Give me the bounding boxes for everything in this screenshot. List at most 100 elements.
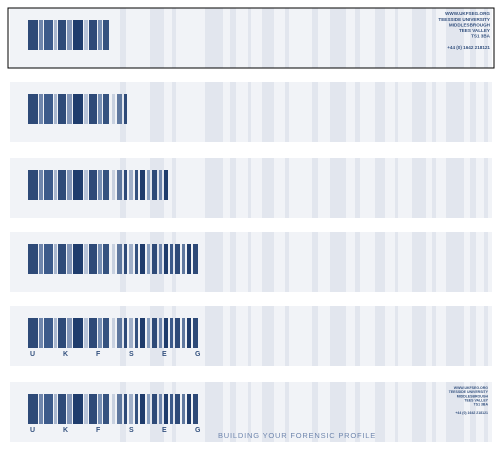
- logo-bar: [140, 318, 145, 348]
- logo-bar: [98, 318, 102, 348]
- background-stripe: [172, 8, 176, 68]
- logo-bar: [164, 318, 168, 348]
- logo-bar: [159, 244, 162, 274]
- logo-bar: [103, 318, 109, 348]
- contact-line: TS1 3BA: [471, 34, 491, 39]
- contact-line: WWW.UKFSEG.ORG: [454, 386, 488, 390]
- background-stripe: [120, 158, 126, 218]
- logo-panel: [10, 82, 492, 142]
- logo-bar: [54, 94, 57, 124]
- logo-bar: [58, 318, 66, 348]
- logo-bar: [152, 170, 157, 200]
- logo-bar: [187, 244, 191, 274]
- contact-line: +44 (0) 1642 218121: [455, 411, 488, 415]
- logo-bar: [89, 394, 97, 424]
- background-stripe: [262, 8, 274, 68]
- background-stripe: [432, 82, 436, 142]
- logo-bar: [28, 170, 38, 200]
- background-stripe: [205, 158, 223, 218]
- logo-bar: [73, 94, 83, 124]
- contact-line: MIDDLESBROUGH: [449, 22, 491, 27]
- background-stripe: [262, 82, 274, 142]
- background-stripe: [470, 82, 476, 142]
- logo-bar: [98, 244, 102, 274]
- logo-letter: G: [195, 427, 201, 434]
- background-stripe: [205, 306, 223, 366]
- logo-bar: [84, 394, 88, 424]
- background-stripe: [150, 8, 164, 68]
- background-stripe: [470, 8, 476, 68]
- logo-letter: S: [129, 351, 134, 358]
- contact-line: TS1 3BA: [474, 403, 489, 407]
- background-stripe: [446, 8, 464, 68]
- background-stripe: [205, 382, 223, 442]
- logo-bar: [103, 244, 109, 274]
- background-stripe: [248, 232, 251, 292]
- background-stripe: [120, 382, 126, 442]
- background-stripe: [412, 82, 426, 142]
- logo-bar: [44, 244, 53, 274]
- logo-bar: [73, 170, 83, 200]
- background-stripe: [446, 158, 464, 218]
- tagline: BUILDING YOUR FORENSIC PROFILE: [218, 431, 376, 440]
- background-stripe: [375, 82, 385, 142]
- background-stripe: [120, 306, 126, 366]
- background-stripe: [205, 8, 223, 68]
- logo-bar: [39, 318, 43, 348]
- logo-letter: U: [30, 427, 35, 434]
- background-stripe: [484, 306, 488, 366]
- background-stripe: [330, 382, 346, 442]
- background-stripe: [412, 158, 426, 218]
- logo-bar: [103, 20, 109, 50]
- background-stripe: [375, 306, 385, 366]
- background-stripe: [230, 232, 236, 292]
- logo-letter: G: [195, 351, 201, 358]
- background-stripe: [248, 382, 251, 442]
- background-stripe: [285, 158, 289, 218]
- background-stripe: [172, 232, 176, 292]
- logo-bar: [152, 318, 157, 348]
- background-stripe: [312, 306, 318, 366]
- logo-bar: [117, 318, 122, 348]
- logo-bar: [117, 94, 122, 124]
- logo-letter: E: [162, 427, 167, 434]
- logo-bar: [164, 394, 168, 424]
- background-stripe: [395, 382, 398, 442]
- logo-bar: [89, 94, 97, 124]
- logo-bar: [58, 244, 66, 274]
- logo-bar: [98, 20, 102, 50]
- logo-bar: [129, 170, 133, 200]
- background-stripe: [120, 232, 126, 292]
- background-stripe: [412, 8, 426, 68]
- background-stripe: [375, 158, 385, 218]
- logo-bar: [187, 318, 191, 348]
- background-stripe: [285, 382, 289, 442]
- logo-letter: K: [63, 427, 68, 434]
- logo-bar: [103, 94, 109, 124]
- background-stripe: [484, 382, 488, 442]
- logo-bar: [28, 318, 38, 348]
- logo-bar: [89, 244, 97, 274]
- logo-bar: [39, 20, 43, 50]
- logo-bar: [193, 394, 198, 424]
- logo-bar: [39, 170, 43, 200]
- logo-bar: [182, 394, 185, 424]
- logo-bar: [67, 394, 72, 424]
- logo-letter: K: [63, 351, 68, 358]
- background-stripe: [446, 382, 464, 442]
- background-stripe: [446, 232, 464, 292]
- background-stripe: [172, 382, 176, 442]
- background-stripe: [432, 158, 436, 218]
- logo-bar: [67, 170, 72, 200]
- logo-bar: [135, 318, 138, 348]
- logo-bar: [129, 318, 133, 348]
- logo-bar: [147, 394, 150, 424]
- logo-bar: [84, 94, 88, 124]
- logo-bar: [152, 394, 157, 424]
- logo-bar: [39, 244, 43, 274]
- logo-bar: [89, 318, 97, 348]
- background-stripe: [248, 158, 251, 218]
